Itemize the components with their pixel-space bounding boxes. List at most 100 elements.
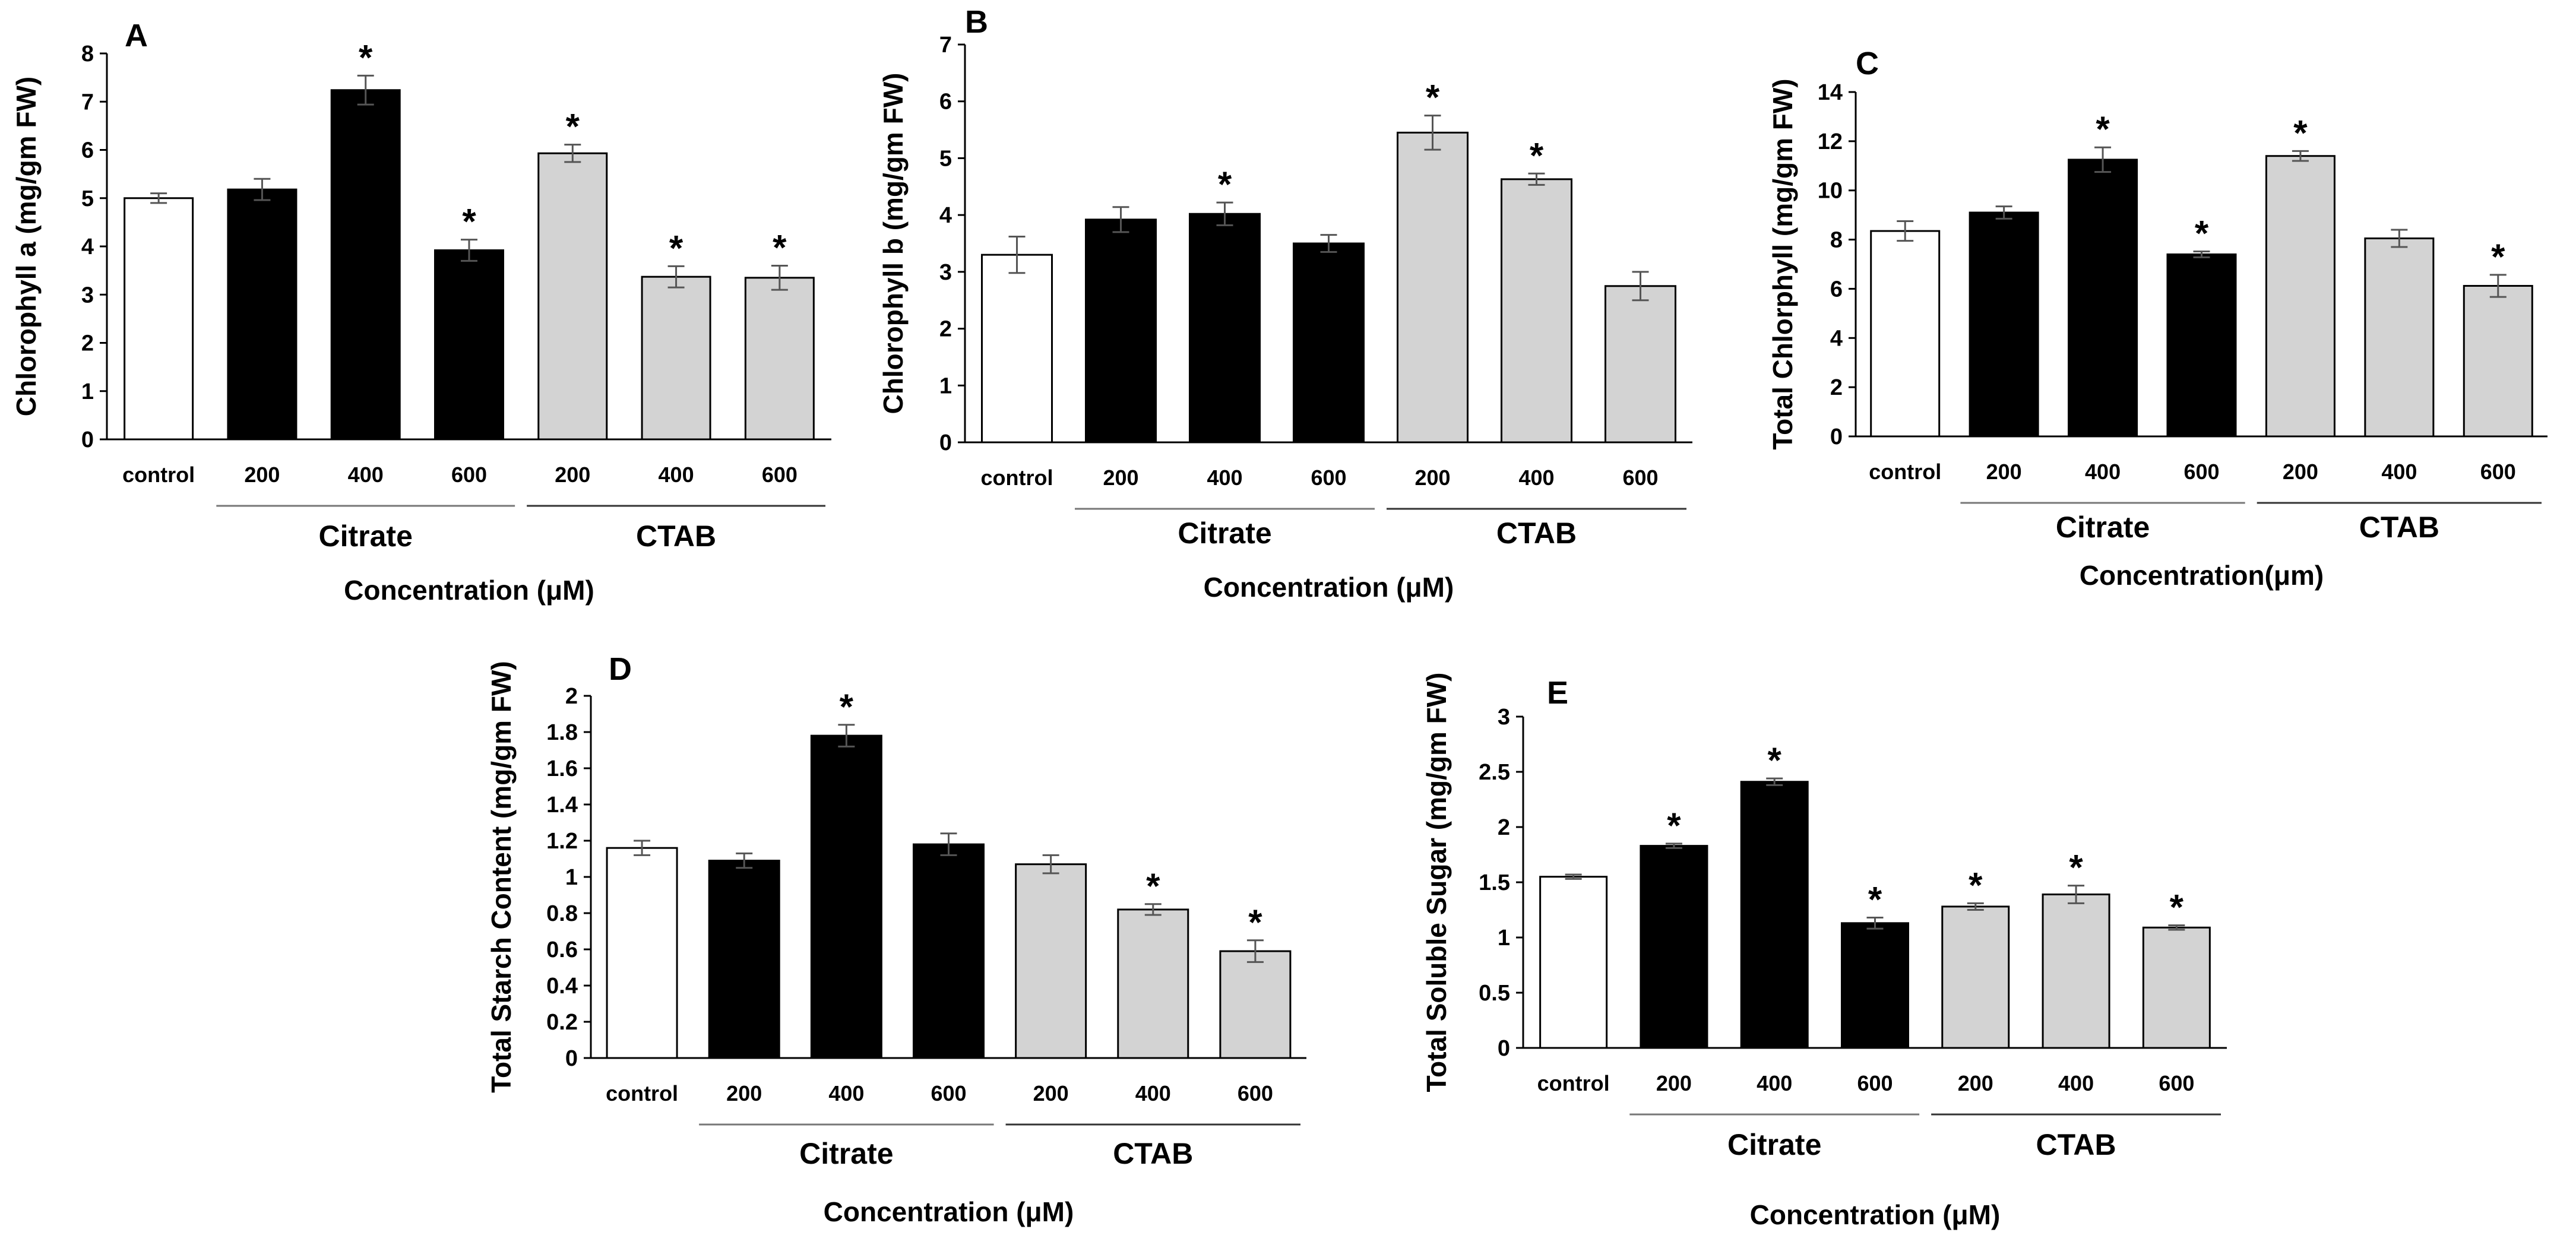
x-tick-label: 600	[1311, 465, 1346, 490]
x-tick-label: 200	[1033, 1081, 1069, 1106]
significance-marker: *	[1530, 135, 1544, 175]
group-label-ctab: CTAB	[1496, 517, 1577, 550]
bar-control-control	[606, 847, 678, 1059]
x-tick-label: 600	[2159, 1071, 2194, 1095]
x-tick-label: 600	[762, 463, 798, 487]
significance-marker: *	[1218, 164, 1232, 204]
bar-control-control	[981, 254, 1053, 444]
y-tick-label: 0.8	[546, 901, 578, 926]
significance-marker: *	[1868, 880, 1882, 920]
group-label-citrate: Citrate	[2056, 511, 2150, 544]
group-label-citrate: Citrate	[1178, 517, 1271, 550]
group-label-ctab: CTAB	[1113, 1137, 1193, 1170]
bar-citrate-400	[1740, 781, 1809, 1049]
y-tick-label: 3	[81, 283, 94, 308]
x-tick-label: control	[1869, 460, 1941, 484]
bar-ctab-400	[1501, 178, 1572, 444]
bar-citrate-200	[1640, 845, 1708, 1049]
y-axis-title: Chlorophyll b (mg/gm FW)	[878, 73, 909, 414]
x-tick-label: 600	[2183, 460, 2219, 484]
panel-letter: E	[1547, 675, 1568, 711]
x-tick-label: control	[1537, 1071, 1610, 1095]
bar-citrate-600	[913, 843, 985, 1059]
panel-e: 0 0.5 1 1.5 2 2.5 3 control * 200 * 400 * 600 * 200 * 400…	[1421, 672, 2227, 1230]
group-label-ctab: CTAB	[636, 520, 716, 553]
y-axis-title: Total Soluble Sugar (mg/gm FW)	[1421, 672, 1452, 1092]
bar-ctab-200	[1941, 905, 2010, 1049]
x-tick-label: 200	[1414, 465, 1450, 490]
bar-ctab-600	[2142, 926, 2211, 1049]
significance-marker: *	[669, 228, 683, 268]
x-tick-label: 600	[451, 463, 487, 487]
y-tick-label: 1	[81, 379, 94, 404]
x-tick-label: 400	[2381, 460, 2417, 484]
significance-marker: *	[1667, 806, 1681, 845]
group-label-ctab: CTAB	[2036, 1128, 2116, 1161]
bar-ctab-200	[1397, 131, 1469, 444]
y-tick-label: 8	[1830, 228, 1843, 253]
bar-citrate-600	[2166, 253, 2237, 438]
bar-citrate-400	[2068, 159, 2138, 438]
y-axis-title: Total Chlorphyll (mg/gm FW)	[1767, 78, 1798, 449]
panel-letter: A	[125, 18, 148, 53]
y-tick-label: 1.2	[546, 829, 578, 854]
x-tick-label: 400	[1207, 465, 1242, 490]
y-tick-label: 6	[81, 138, 94, 163]
significance-marker: *	[1768, 740, 1782, 780]
x-tick-label: 400	[2085, 460, 2121, 484]
bar-ctab-200	[1015, 863, 1087, 1059]
y-tick-label: 6	[939, 90, 952, 115]
significance-marker: *	[2069, 848, 2083, 888]
y-tick-label: 4	[81, 235, 94, 259]
y-tick-label: 0.6	[546, 937, 578, 962]
y-tick-label: 1	[1498, 926, 1510, 951]
bar-citrate-600	[434, 249, 504, 441]
panel-letter: B	[965, 4, 988, 40]
y-tick-label: 1	[565, 865, 578, 890]
significance-marker: *	[359, 37, 373, 77]
x-tick-label: 200	[1986, 460, 2022, 484]
x-tick-label: 600	[1238, 1081, 1273, 1106]
significance-marker: *	[2170, 888, 2184, 927]
bar-control-control	[124, 197, 194, 441]
x-tick-label: control	[981, 465, 1053, 490]
panel-letter: C	[1856, 46, 1879, 81]
y-tick-label: 2	[939, 317, 952, 342]
bar-citrate-600	[1841, 922, 1909, 1049]
group-label-citrate: Citrate	[319, 520, 413, 553]
bar-ctab-600	[2463, 284, 2533, 438]
y-tick-label: 14	[1818, 80, 1843, 105]
y-tick-label: 4	[939, 203, 952, 228]
bar-citrate-200	[708, 860, 780, 1059]
y-axis-title: Total Starch Content (mg/gm FW)	[486, 661, 517, 1092]
y-tick-label: 4	[1830, 326, 1843, 351]
y-tick-label: 0	[939, 430, 952, 455]
bar-citrate-400	[1189, 213, 1261, 444]
panel-d: 0 0.2 0.4 0.6 0.8 1 1.2 1.4 1.6 1.8 2 control 200 * 40…	[486, 651, 1306, 1227]
x-tick-label: 400	[1757, 1071, 1792, 1095]
bar-citrate-600	[1293, 242, 1365, 444]
x-tick-label: 400	[2058, 1071, 2094, 1095]
bar-ctab-600	[744, 277, 815, 441]
y-tick-label: 5	[939, 146, 952, 171]
y-tick-label: 2	[81, 331, 94, 356]
bar-ctab-400	[641, 275, 711, 441]
y-axis-title: Chlorophyll a (mg/gm FW)	[11, 77, 42, 416]
significance-marker: *	[2195, 213, 2209, 253]
bar-ctab-600	[1219, 950, 1292, 1059]
x-tick-label: 200	[1656, 1071, 1692, 1095]
bar-ctab-600	[1605, 285, 1676, 444]
x-tick-label: 200	[244, 463, 280, 487]
y-tick-label: 1.5	[1479, 870, 1510, 895]
y-tick-label: 0	[81, 427, 94, 452]
x-tick-label: 200	[1958, 1071, 1993, 1095]
x-tick-label: 200	[726, 1081, 762, 1106]
y-tick-label: 1	[939, 373, 952, 398]
x-axis-title: Concentration (μM)	[344, 575, 594, 606]
bar-ctab-400	[1117, 908, 1189, 1059]
x-axis-title: Concentration (μM)	[1750, 1199, 2001, 1230]
y-tick-label: 0	[1498, 1036, 1510, 1061]
group-label-ctab: CTAB	[2359, 511, 2439, 544]
x-tick-label: 200	[1103, 465, 1138, 490]
y-tick-label: 10	[1818, 179, 1843, 204]
